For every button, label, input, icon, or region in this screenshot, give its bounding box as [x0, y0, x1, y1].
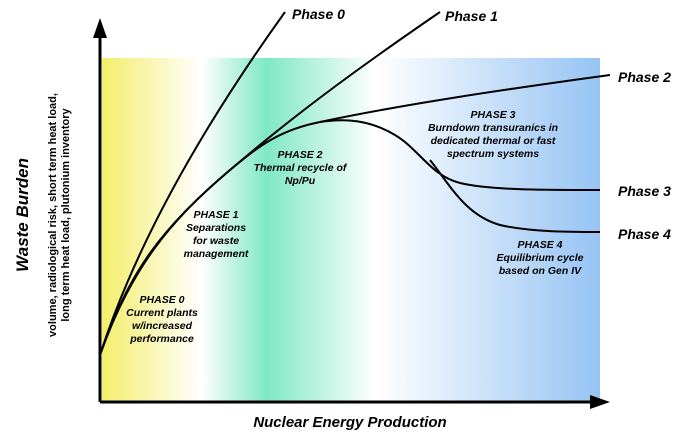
phase-text: spectrum systems [447, 148, 539, 160]
phase-text: PHASE 2 [278, 149, 323, 161]
y-arrow [93, 18, 107, 38]
phase-text: Separations [186, 222, 246, 234]
curve-label: Phase 4 [618, 226, 671, 242]
phase-text: PHASE 0 [140, 294, 185, 306]
phase-text: Burndown transuranics in [428, 122, 558, 134]
curve-phase-3 [319, 119, 601, 191]
phase-text: Current plants [126, 307, 198, 319]
curve-label: Phase 1 [445, 8, 498, 24]
curve-phase-4 [429, 159, 601, 233]
y-axis-sublabel: volume, radiological risk, short term he… [47, 93, 59, 337]
curve-label: Phase 0 [292, 6, 345, 22]
curve-label: Phase 2 [618, 69, 671, 85]
phase-text: PHASE 3 [471, 109, 516, 121]
phase-text: Equilibrium cycle [497, 252, 584, 264]
phase-text: performance [129, 333, 194, 345]
y-axis-sublabel: long term heat load, plutonium inventory [60, 107, 72, 321]
phase-text: Thermal recycle of [254, 162, 348, 174]
phase-text: based on Gen IV [499, 265, 582, 277]
phase-text: w/increased [132, 320, 193, 332]
phase-text: PHASE 1 [194, 209, 239, 221]
x-arrow [590, 395, 610, 409]
phase-text: for waste [193, 235, 239, 247]
phase-text: management [184, 248, 249, 260]
phase-text: dedicated thermal or fast [431, 135, 556, 147]
y-axis-label: Waste Burden [13, 158, 32, 272]
phase-text: Np/Pu [285, 175, 316, 187]
x-axis-label: Nuclear Energy Production [253, 414, 446, 431]
curve-label: Phase 3 [618, 183, 671, 199]
curve-phase-2 [99, 74, 611, 356]
curve-phase-0 [99, 11, 286, 356]
phase-text: PHASE 4 [518, 239, 563, 251]
